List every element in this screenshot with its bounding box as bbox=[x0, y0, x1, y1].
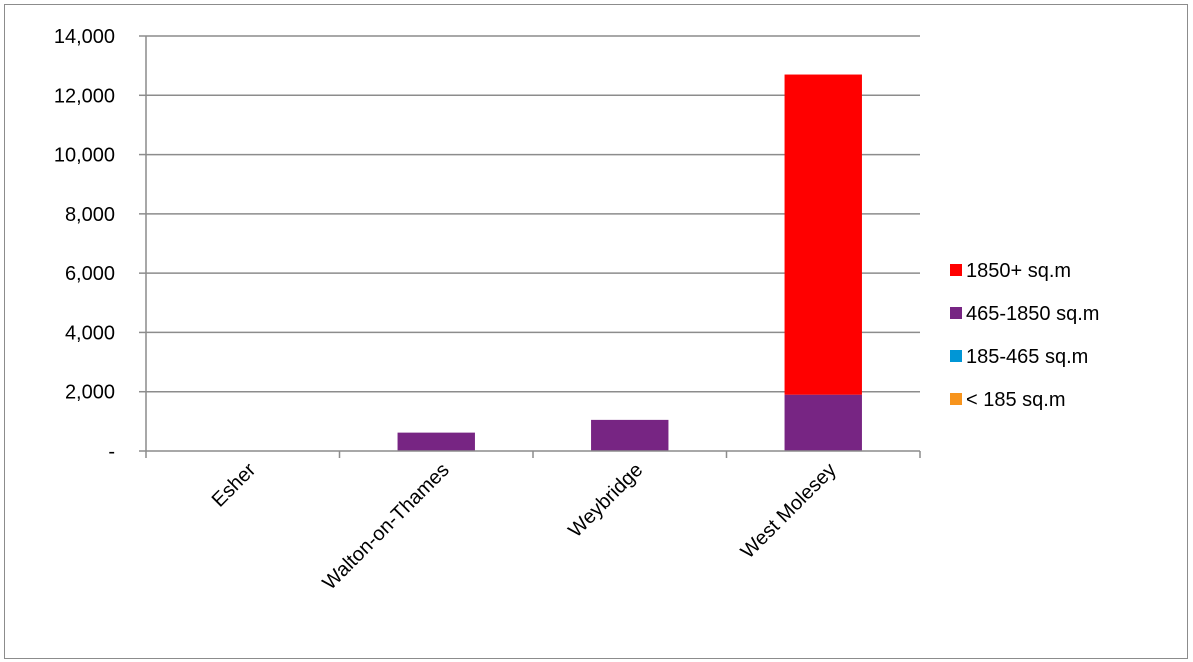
x-tick-label-esher: Esher bbox=[208, 459, 261, 512]
y-tick-label-2000: 2,000 bbox=[65, 382, 115, 404]
bar-west-molesey-465-1850-sq-m bbox=[784, 394, 862, 451]
bar-weybridge-465-1850-sq-m bbox=[591, 419, 669, 451]
y-tick-label-6000: 6,000 bbox=[65, 263, 115, 285]
bar-walton-on-thames-465-1850-sq-m bbox=[397, 432, 475, 451]
legend-swatch-185-465-sq-m bbox=[950, 350, 962, 362]
legend-label-1850-sq-m: 1850+ sq.m bbox=[966, 260, 1071, 282]
chart-frame bbox=[4, 4, 1188, 659]
y-tick-label-12000: 12,000 bbox=[54, 85, 115, 107]
y-tick-label-0: - bbox=[108, 441, 115, 463]
bar-west-molesey-1850-sq-m bbox=[784, 74, 862, 395]
legend-label-465-1850-sq-m: 465-1850 sq.m bbox=[966, 303, 1099, 325]
x-tick-label-walton-on-thames: Walton-on-Thames bbox=[318, 459, 453, 594]
y-tick-label-14000: 14,000 bbox=[54, 26, 115, 48]
y-tick-label-8000: 8,000 bbox=[65, 204, 115, 226]
legend-swatch-465-1850-sq-m bbox=[950, 307, 962, 319]
y-tick-labels: - 2,000 4,000 6,000 8,000 10,000 12,000 14,000 bbox=[54, 26, 115, 463]
legend-swatch-1850-sq-m bbox=[950, 264, 962, 276]
x-tick-labels: Esher Walton-on-Thames Weybridge West Moles… bbox=[208, 459, 841, 595]
bars bbox=[397, 74, 862, 451]
x-tick-label-west-molesey: West Molesey bbox=[737, 459, 841, 563]
y-tick-label-10000: 10,000 bbox=[54, 145, 115, 167]
legend: 1850+ sq.m 465-1850 sq.m 185-465 sq.m < 185… bbox=[950, 260, 1099, 411]
legend-swatch-185-sq-m bbox=[950, 393, 962, 405]
y-tick-label-4000: 4,000 bbox=[65, 322, 115, 344]
axes bbox=[139, 35, 921, 458]
x-tick-label-weybridge: Weybridge bbox=[564, 459, 647, 542]
legend-label-185-sq-m: < 185 sq.m bbox=[966, 389, 1066, 411]
legend-label-185-465-sq-m: 185-465 sq.m bbox=[966, 346, 1088, 368]
